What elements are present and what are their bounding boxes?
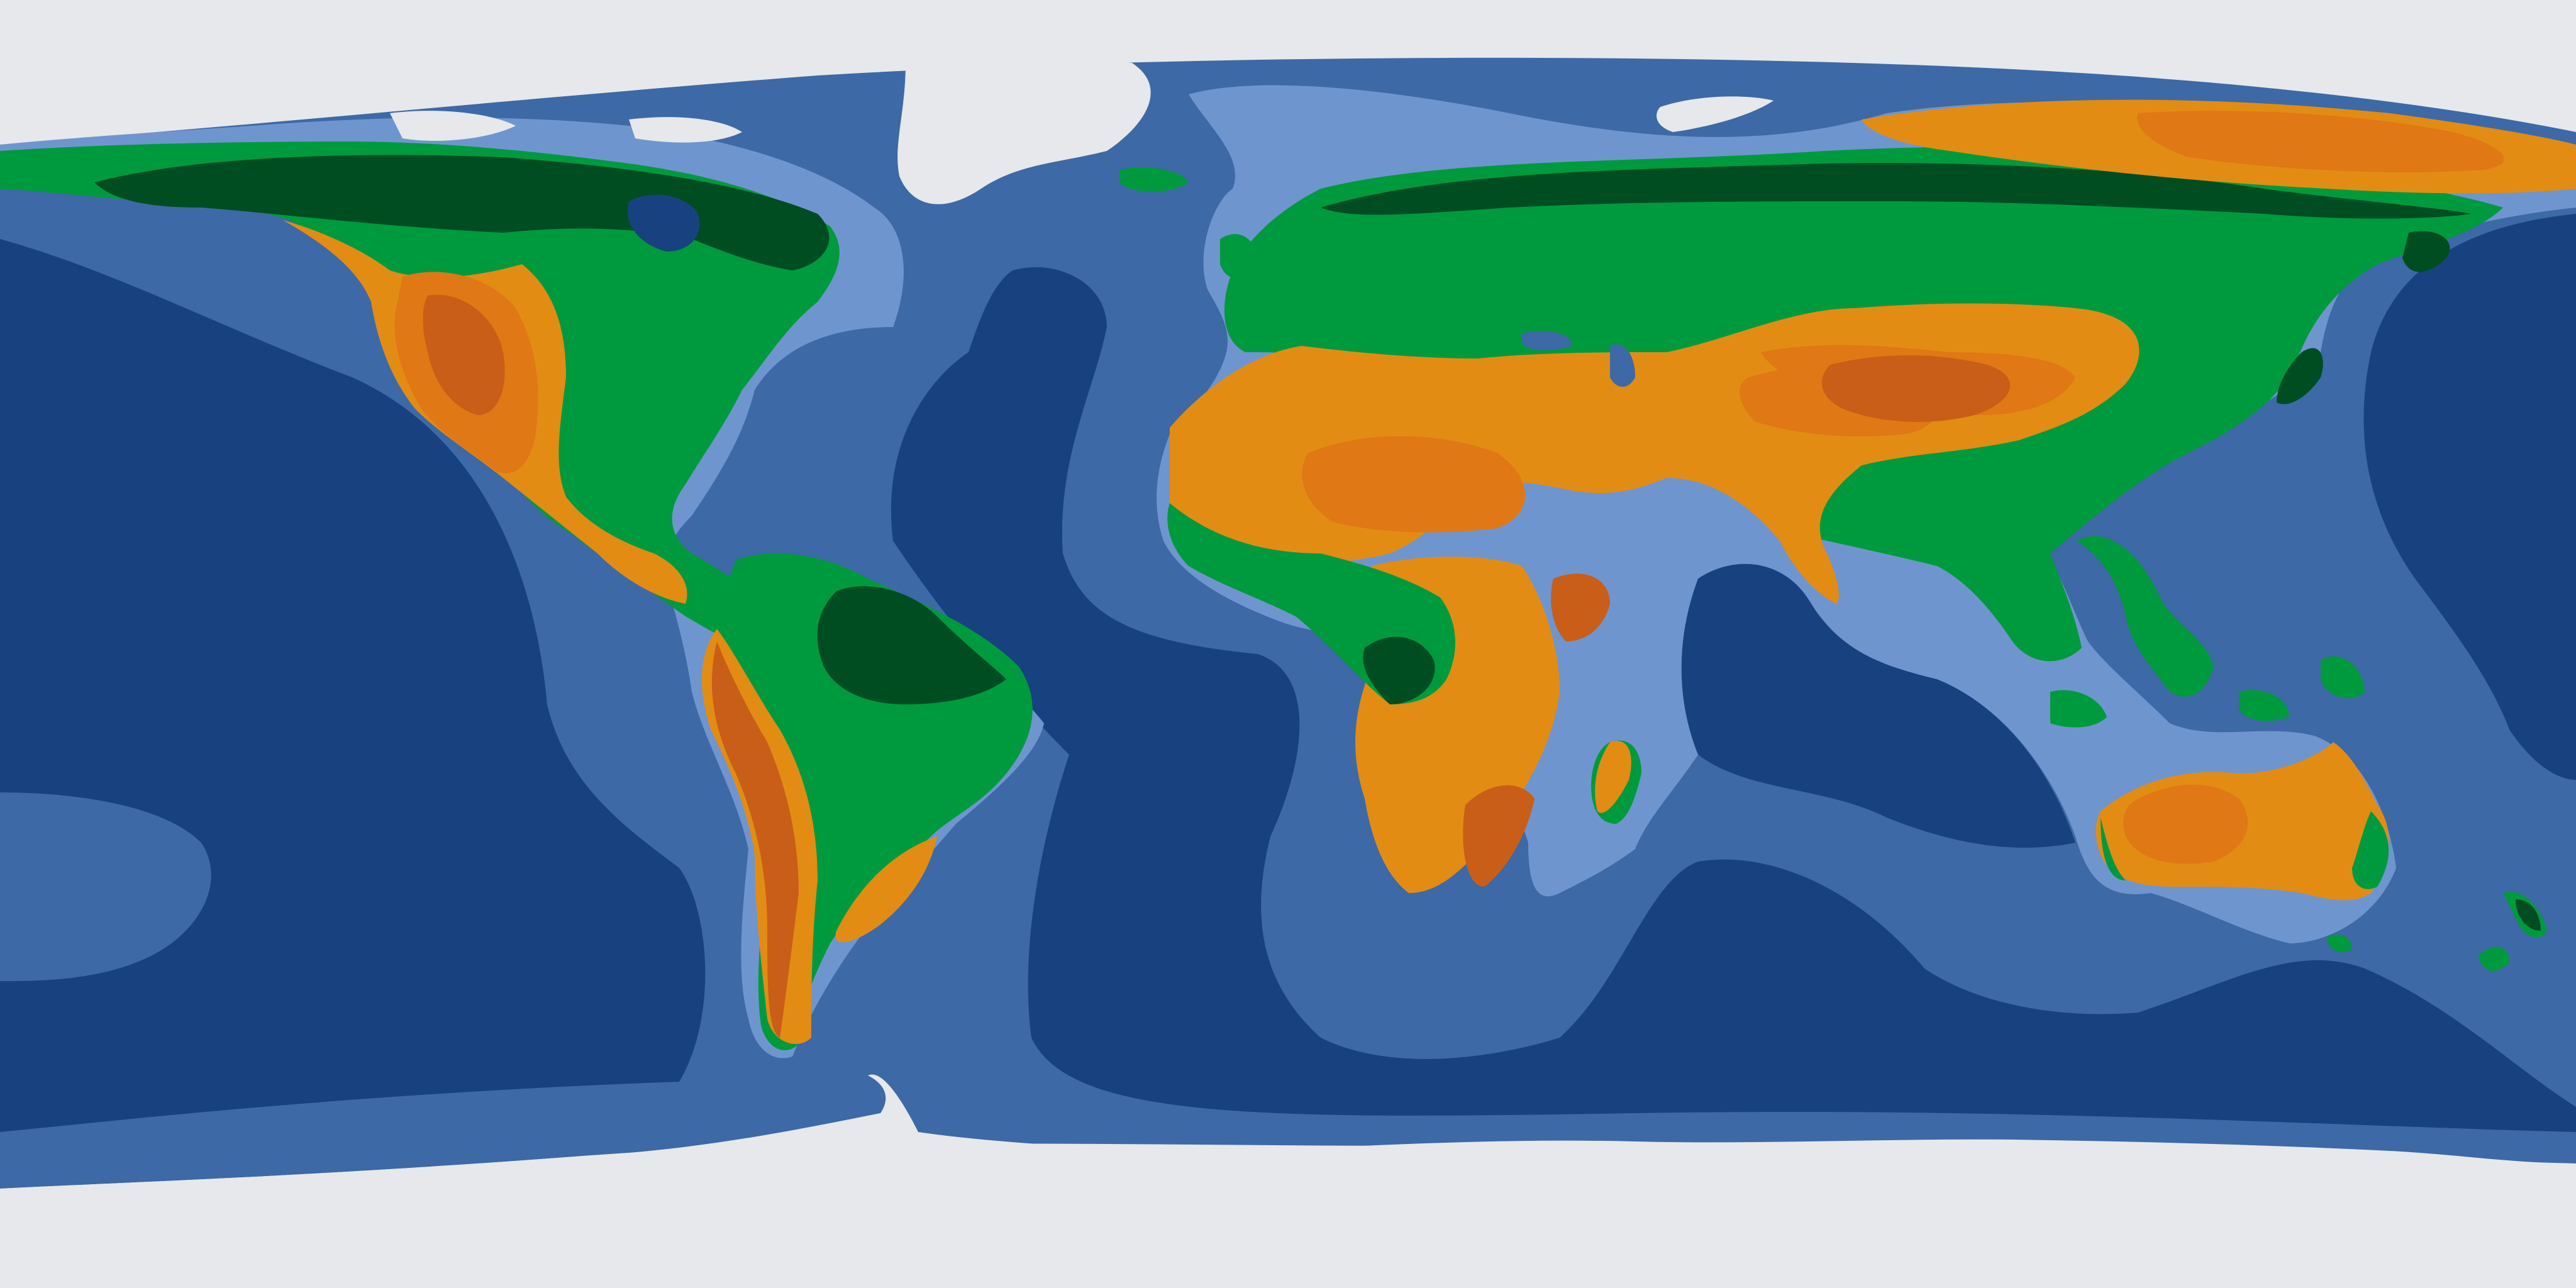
japan — [2277, 348, 2323, 404]
new-zealand-dense — [2516, 899, 2541, 931]
indonesia-islands — [2050, 656, 2365, 728]
madagascar-dry — [1595, 741, 1631, 813]
southeast-asia — [2075, 536, 2214, 697]
iceland — [1119, 167, 1189, 192]
eurasia-africa — [1167, 99, 2576, 893]
hudson-bay — [628, 194, 700, 252]
ocean-deep-pacific-west — [2363, 214, 2576, 780]
black-sea — [1522, 331, 1572, 350]
kamchatka — [2402, 231, 2450, 272]
north-america — [0, 142, 840, 667]
ocean-shelf-pacific-tongue — [0, 792, 211, 981]
ocean-deep-atlantic — [891, 267, 2576, 1133]
antarctic-ice — [0, 1074, 2576, 1288]
south-america — [702, 553, 1033, 1050]
caspian-sea — [1610, 344, 1635, 387]
british-isles — [1220, 234, 1258, 279]
greenland-ice — [897, 55, 1151, 204]
australia — [2096, 742, 2389, 952]
arctic-islands-ice — [390, 96, 1774, 143]
ocean-deep-indian — [1681, 564, 2075, 848]
